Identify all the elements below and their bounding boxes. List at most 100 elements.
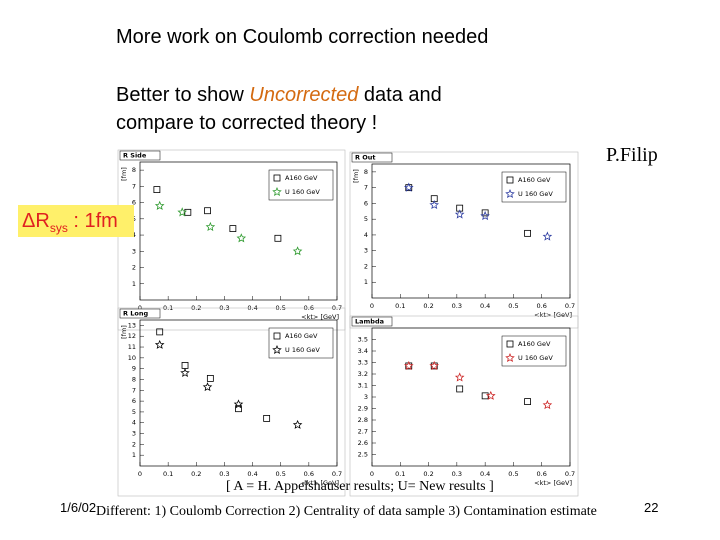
y-tick-label: 3	[364, 393, 368, 401]
y-tick-label: 3.2	[358, 370, 368, 378]
x-tick-label: 0.3	[219, 470, 229, 478]
data-point	[206, 374, 214, 382]
text-line: Better to show Uncorrected data and	[116, 84, 442, 107]
x-tick-label: 0.6	[537, 470, 547, 478]
data-point	[236, 233, 247, 243]
emphasis: Uncorrected	[249, 84, 359, 106]
y-tick-label: 2.6	[358, 439, 368, 447]
y-tick-label: 12	[128, 332, 136, 340]
legend-marker	[506, 176, 514, 184]
legend-label: U 160 GeV	[518, 190, 553, 198]
data-point	[235, 405, 242, 413]
x-tick-label: 0.2	[423, 470, 433, 478]
x-tick-label: 0	[370, 470, 374, 478]
data-point	[429, 360, 439, 371]
panel-title: R Long	[123, 310, 149, 318]
y-tick-label: 2.5	[358, 451, 368, 459]
x-axis-label: <kt> [GeV]	[301, 313, 339, 321]
data-point	[263, 415, 271, 422]
data-point	[292, 419, 303, 429]
y-axis-label: [fm]	[120, 167, 128, 181]
data-point	[486, 390, 496, 400]
data-point	[524, 398, 531, 406]
y-tick-label: 4	[132, 419, 136, 427]
plot-frame	[349, 315, 579, 497]
y-tick-label: 10	[128, 354, 136, 362]
data-point	[156, 328, 164, 336]
legend-label: U 160 GeV	[285, 188, 320, 196]
title: More work on Coulomb correction needed	[116, 26, 489, 48]
data-point	[177, 207, 187, 217]
x-axis-label: <kt> [GeV]	[534, 479, 572, 487]
y-tick-label: 2	[364, 262, 368, 270]
x-axis-label: <kt> [GeV]	[534, 311, 572, 319]
text: : 1fm	[67, 210, 118, 232]
legend-label: A160 GeV	[285, 174, 318, 182]
y-tick-label: 5	[132, 408, 136, 416]
y-tick-label: 1	[132, 280, 136, 288]
y-tick-label: 3	[132, 247, 136, 255]
data-point	[454, 372, 465, 382]
x-tick-label: 0.5	[276, 470, 286, 478]
data-point	[153, 186, 161, 194]
x-tick-label: 0.4	[247, 470, 257, 478]
x-tick-label: 0.5	[508, 470, 518, 478]
y-axis-label: [fm]	[352, 169, 360, 183]
x-tick-label: 0.1	[395, 470, 405, 478]
plot-frame	[117, 307, 346, 497]
x-tick-label: 0.3	[452, 302, 462, 310]
data-point	[204, 207, 211, 215]
y-tick-label: 8	[132, 375, 136, 383]
x-tick-label: 0.7	[565, 470, 575, 478]
plot-frame	[117, 149, 346, 331]
legend-label: U 160 GeV	[285, 346, 320, 354]
date: 1/6/02	[60, 500, 97, 515]
y-tick-label: 8	[132, 166, 136, 174]
y-tick-label: 3.5	[358, 336, 368, 344]
x-tick-label: 0.7	[565, 302, 575, 310]
x-tick-label: 0.4	[480, 470, 490, 478]
data-point	[205, 221, 216, 232]
y-tick-label: 3.4	[358, 347, 368, 355]
y-tick-label: 2.9	[358, 405, 368, 413]
y-tick-label: 7	[132, 182, 136, 190]
y-tick-label: 6	[364, 199, 368, 207]
panel-title: Lambda	[355, 318, 384, 326]
text: ΔR	[22, 210, 50, 232]
data-point	[154, 339, 165, 349]
y-tick-label: 11	[128, 343, 136, 351]
author: P.Filip	[606, 144, 658, 166]
x-tick-label: 0.2	[423, 302, 433, 310]
panel-title: R Out	[355, 154, 376, 162]
annotation: ΔRsys : 1fm	[18, 205, 134, 237]
data-point	[274, 234, 282, 242]
legend-marker	[273, 174, 281, 182]
data-point	[542, 399, 553, 410]
x-tick-label: 0.6	[537, 302, 547, 310]
data-point	[524, 229, 531, 237]
plot-area	[371, 163, 571, 299]
y-tick-label: 4	[364, 231, 368, 239]
x-tick-label: 0.2	[191, 470, 201, 478]
y-tick-label: 2	[132, 440, 136, 448]
data-point	[454, 209, 465, 219]
footer: Different: 1) Coulomb Correction 2) Cent…	[96, 504, 597, 519]
data-point	[481, 209, 489, 217]
legend-label: U 160 GeV	[518, 354, 553, 362]
x-tick-label: 0.5	[508, 302, 518, 310]
y-tick-label: 3	[364, 247, 368, 255]
data-point	[542, 231, 553, 241]
data-point	[404, 360, 414, 371]
legend-marker	[273, 332, 281, 340]
data-point	[456, 385, 464, 393]
y-tick-label: 1	[132, 451, 136, 459]
y-tick-label: 9	[132, 365, 136, 373]
data-point	[233, 399, 244, 409]
data-point	[404, 182, 414, 192]
legend-marker	[505, 353, 515, 363]
legend-label: A160 GeV	[518, 176, 551, 184]
panel-title-box	[119, 308, 161, 319]
data-point	[180, 367, 190, 378]
data-point	[480, 210, 490, 221]
